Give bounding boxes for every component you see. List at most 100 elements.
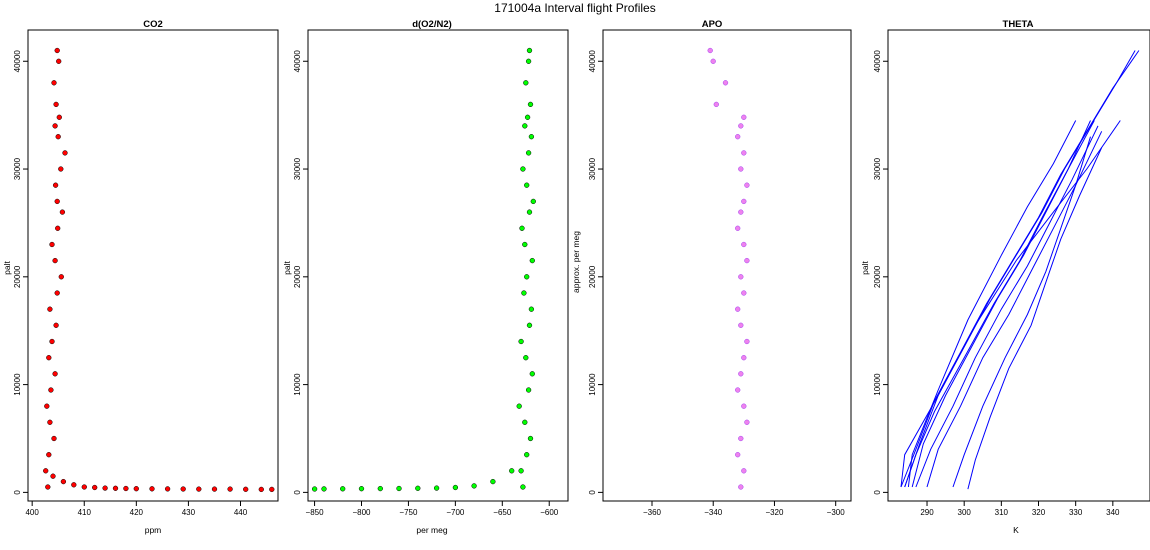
apo-data-point <box>741 114 747 120</box>
co2-data-point <box>196 486 202 492</box>
apo-ytick-label: 20000 <box>588 265 597 288</box>
do2n2-data-point <box>519 225 525 231</box>
co2-data-point <box>53 322 59 328</box>
theta-ytick-label: 20000 <box>873 265 882 288</box>
apo-data-point <box>722 80 729 86</box>
co2-data-point <box>123 485 129 492</box>
do2n2-data-point <box>525 387 532 393</box>
co2-data-point <box>48 387 54 393</box>
do2n2-data-point <box>527 101 534 108</box>
do2n2-data-point <box>509 468 515 474</box>
apo-data-point <box>738 371 744 377</box>
co2-ytick-label: 0 <box>13 490 22 495</box>
co2-data-point <box>149 486 155 492</box>
do2n2-data-point <box>396 485 402 492</box>
do2n2-data-point <box>377 485 383 492</box>
apo-data-point <box>741 355 747 361</box>
co2-data-point <box>52 257 58 264</box>
do2n2-xtick-label: −600 <box>540 508 559 517</box>
co2-data-point <box>54 290 60 296</box>
do2n2-data-point <box>518 338 524 345</box>
do2n2-data-point <box>523 355 529 361</box>
co2-data-point <box>54 198 60 205</box>
do2n2-data-point <box>528 306 535 312</box>
co2-data-point <box>53 101 59 108</box>
do2n2-xtick-label: −700 <box>446 508 465 517</box>
co2-data-point <box>58 166 64 172</box>
do2n2-data-point <box>520 484 526 490</box>
panel-apo-ylabel: approx. per meg <box>571 231 581 293</box>
apo-data-point <box>744 419 750 425</box>
do2n2-data-point <box>452 484 459 491</box>
apo-data-point <box>735 225 741 231</box>
co2-data-point <box>51 80 57 86</box>
theta-profile-line <box>904 50 1136 488</box>
co2-data-point <box>243 486 249 492</box>
theta-xtick-label: 340 <box>1106 508 1120 517</box>
co2-data-point <box>47 306 53 312</box>
co2-data-point <box>58 274 64 280</box>
theta-profile-line <box>904 120 1091 488</box>
theta-profile-line <box>926 131 1103 488</box>
co2-data-point <box>52 182 59 188</box>
do2n2-data-point <box>520 166 526 172</box>
apo-ytick-label: 10000 <box>588 373 597 396</box>
do2n2-data-point <box>321 486 327 492</box>
panel-do2n2-xlabel: per meg <box>416 525 447 535</box>
apo-plot-frame <box>602 29 852 502</box>
apo-ytick-label: 40000 <box>588 50 597 73</box>
apo-data-point <box>738 274 744 280</box>
apo-data-point <box>744 182 750 188</box>
theta-xtick-label: 330 <box>1069 508 1083 517</box>
co2-data-point <box>52 371 58 377</box>
apo-data-point <box>738 484 744 490</box>
panel-apo-title: APO <box>702 19 723 30</box>
apo-data-point <box>741 403 747 409</box>
panel-co2-plot-area: 400 410 420 430 440 0 10000 20000 30000 40000 <box>13 29 279 517</box>
panel-theta-ylabel: palt <box>860 261 870 275</box>
do2n2-data-point <box>522 241 528 248</box>
co2-data-point <box>50 473 56 479</box>
do2n2-data-point <box>528 134 535 140</box>
co2-data-point <box>81 484 87 490</box>
apo-data-point <box>744 257 750 264</box>
co2-data-point <box>55 134 61 140</box>
do2n2-ytick-label: 10000 <box>293 373 302 396</box>
theta-profile-line <box>907 120 1077 488</box>
co2-data-point <box>60 478 67 485</box>
apo-xtick-label: −320 <box>765 508 784 517</box>
apo-data-point <box>735 306 741 312</box>
co2-data-point <box>92 484 98 491</box>
apo-data-point <box>738 166 744 172</box>
panel-apo: APO −360 −340 −320 −300 0 10000 20000 30000 4000… <box>571 19 852 517</box>
do2n2-data-point <box>526 209 533 215</box>
panel-theta-title: THETA <box>1003 19 1034 30</box>
co2-data-point <box>46 452 52 458</box>
apo-ytick-label: 0 <box>588 490 597 495</box>
apo-xtick-label: −340 <box>704 508 723 517</box>
co2-data-point <box>55 225 61 231</box>
panel-theta: THETA 290 300 310 320 330 340 0 10000 20000 30000… <box>860 19 1150 535</box>
theta-profile-line <box>900 50 1140 488</box>
do2n2-data-point <box>527 435 534 442</box>
co2-data-point <box>102 485 108 491</box>
apo-data-point <box>741 290 747 296</box>
apo-data-point <box>738 322 744 328</box>
co2-xtick-label: 440 <box>234 508 248 517</box>
do2n2-data-point <box>358 486 365 492</box>
co2-data-point <box>52 123 58 129</box>
apo-data-point <box>738 435 744 442</box>
co2-data-point <box>56 114 62 120</box>
apo-data-point <box>707 47 713 54</box>
co2-ytick-label: 10000 <box>13 373 22 396</box>
do2n2-data-point <box>490 478 496 485</box>
co2-data-point <box>211 486 218 492</box>
co2-data-point <box>180 486 186 492</box>
co2-data-point <box>227 486 233 492</box>
apo-data-point <box>713 101 719 108</box>
panel-do2n2-plot-area: −850 −800 −750 −700 −650 −600 0 10000 20000 30000… <box>293 29 569 517</box>
do2n2-ytick-label: 0 <box>293 490 302 495</box>
theta-profile-line <box>915 125 1099 488</box>
do2n2-data-point <box>524 452 530 458</box>
